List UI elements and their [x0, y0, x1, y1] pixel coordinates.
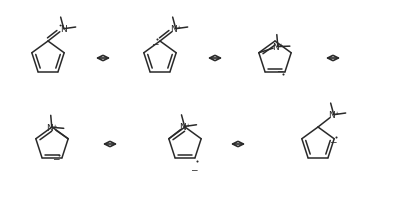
Text: −: − — [151, 39, 159, 48]
Text: −: − — [190, 164, 198, 173]
Text: −: − — [52, 153, 60, 163]
Text: N⁺: N⁺ — [272, 43, 283, 52]
Text: N⁺: N⁺ — [170, 25, 181, 34]
Text: N: N — [61, 25, 67, 34]
Text: −: − — [276, 66, 284, 75]
Text: N⁺: N⁺ — [179, 122, 190, 131]
Text: −: − — [330, 137, 337, 146]
Text: N⁺: N⁺ — [46, 123, 58, 132]
Text: N⁺: N⁺ — [328, 111, 339, 120]
